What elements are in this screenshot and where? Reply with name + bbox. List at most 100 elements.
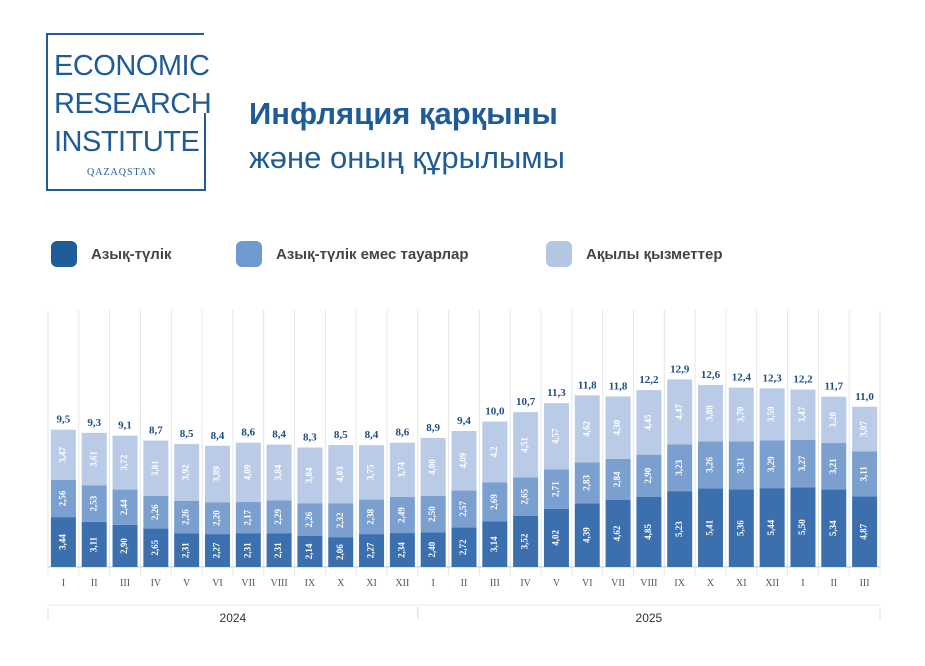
logo-frame-bottom xyxy=(46,189,206,191)
category-label: VIII xyxy=(640,578,657,589)
segment-label: 3,44 xyxy=(57,534,67,550)
category-label: III xyxy=(860,578,870,589)
total-label: 8,3 xyxy=(303,432,317,444)
category-label: XII xyxy=(765,578,779,589)
legend-swatch-food xyxy=(51,241,77,267)
segment-label: 4,30 xyxy=(612,419,622,435)
segment-label: 3,11 xyxy=(88,536,98,552)
bar-segment xyxy=(81,521,107,567)
bar-segment xyxy=(698,385,724,442)
legend-item-nonfood: Азық-түлік емес тауарлар xyxy=(236,240,469,268)
segment-label: 4,00 xyxy=(427,459,437,475)
bar-segment xyxy=(297,535,323,567)
category-label: IX xyxy=(305,578,316,589)
segment-label: 2,90 xyxy=(119,538,129,554)
category-label: I xyxy=(62,578,65,589)
category-label: XI xyxy=(736,578,747,589)
total-label: 9,4 xyxy=(457,415,471,427)
segment-label: 4,87 xyxy=(859,523,869,539)
bar-segment xyxy=(81,485,107,522)
logo-line-2: RESEARCH xyxy=(54,88,212,120)
total-label: 8,9 xyxy=(426,422,440,434)
bar-segment xyxy=(821,489,847,567)
segment-label: 3,23 xyxy=(674,459,684,475)
category-label: IV xyxy=(151,578,162,589)
total-label: 12,2 xyxy=(793,374,813,386)
segment-label: 3,88 xyxy=(705,405,715,421)
segment-label: 4,09 xyxy=(242,464,252,480)
page-title: Инфляция қарқыны xyxy=(249,96,558,131)
bar-segment xyxy=(513,515,539,567)
bar-segment xyxy=(297,447,323,504)
segment-label: 2,90 xyxy=(643,467,653,483)
category-label: XII xyxy=(395,578,409,589)
bar-segment xyxy=(359,534,385,567)
bar-segment xyxy=(543,403,569,470)
total-label: 10,7 xyxy=(516,396,536,408)
bar-segment xyxy=(174,443,200,501)
bar-segment xyxy=(636,390,662,455)
bar-segment xyxy=(852,496,878,567)
category-label: I xyxy=(432,578,435,589)
segment-label: 2,29 xyxy=(273,509,283,525)
segment-label: 2,06 xyxy=(335,544,345,560)
segment-label: 3,26 xyxy=(705,457,715,473)
bar-segment xyxy=(790,487,816,567)
category-label: III xyxy=(490,578,500,589)
segment-label: 2,31 xyxy=(181,542,191,558)
bar-segment xyxy=(667,444,693,492)
bar-segment xyxy=(605,458,631,501)
legend-swatch-nonfood xyxy=(236,241,262,267)
segment-label: 4,02 xyxy=(551,529,561,545)
bar-segment xyxy=(174,533,200,567)
segment-label: 3,52 xyxy=(520,533,530,549)
legend-label-nonfood: Азық-түлік емес тауарлар xyxy=(276,245,469,263)
bar-segment xyxy=(451,430,477,491)
bar-segment xyxy=(235,533,261,567)
bar-segment xyxy=(852,451,878,497)
category-label: VI xyxy=(582,578,593,589)
bar-segment xyxy=(790,389,816,440)
segment-label: 5,36 xyxy=(735,520,745,536)
bar-segment xyxy=(174,500,200,534)
bar-segment xyxy=(112,489,138,525)
segment-label: 4,85 xyxy=(643,523,653,539)
bar-segment xyxy=(266,444,292,501)
category-label: VI xyxy=(212,578,223,589)
category-label: X xyxy=(707,578,715,589)
bar-segment xyxy=(574,503,600,567)
legend-label-food: Азық-түлік xyxy=(91,245,172,263)
segment-label: 4,39 xyxy=(581,527,591,543)
total-label: 11,3 xyxy=(547,387,566,399)
bar-segment xyxy=(328,537,354,567)
bar-segment xyxy=(728,441,754,490)
segment-label: 4,62 xyxy=(581,420,591,436)
bar-segment xyxy=(821,443,847,490)
segment-label: 2,57 xyxy=(458,501,468,517)
segment-label: 3,11 xyxy=(859,466,869,482)
total-label: 8,7 xyxy=(149,425,163,437)
total-label: 9,5 xyxy=(57,414,71,426)
segment-label: 4,45 xyxy=(643,414,653,430)
category-label: IX xyxy=(674,578,685,589)
segment-label: 2,31 xyxy=(273,542,283,558)
segment-label: 3,81 xyxy=(150,460,160,476)
category-label: X xyxy=(337,578,345,589)
bar-segment xyxy=(50,429,76,480)
bar-segment xyxy=(420,437,446,496)
bar-segment xyxy=(359,445,385,500)
bar-segment xyxy=(266,533,292,567)
logo-line-1: ECONOMIC xyxy=(54,50,210,82)
total-label: 8,6 xyxy=(395,427,409,439)
category-label: XI xyxy=(366,578,377,589)
segment-label: 4,09 xyxy=(458,452,468,468)
bar-segment xyxy=(235,502,261,534)
category-label: III xyxy=(120,578,130,589)
bar-segment xyxy=(451,490,477,528)
segment-label: 2,49 xyxy=(396,507,406,523)
bar-segment xyxy=(451,527,477,567)
bar-segment xyxy=(605,396,631,459)
bar-segment xyxy=(143,528,169,567)
bar-segment xyxy=(574,395,600,463)
segment-label: 2,50 xyxy=(427,506,437,522)
